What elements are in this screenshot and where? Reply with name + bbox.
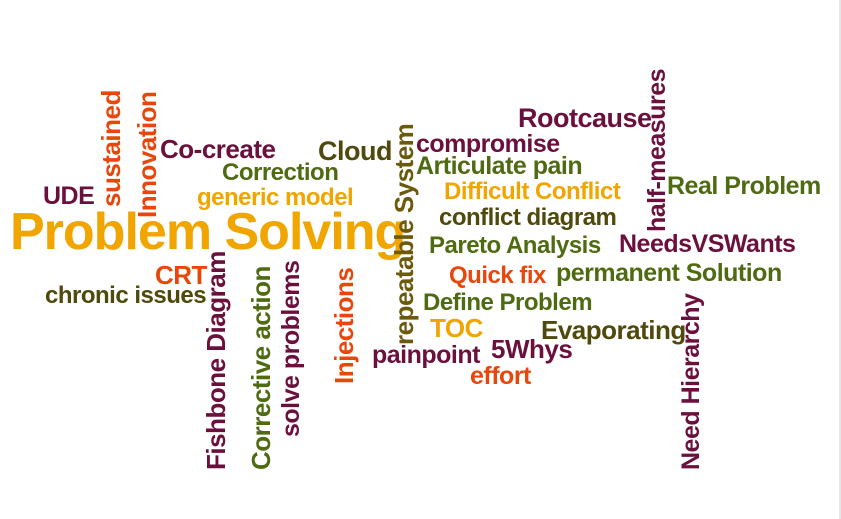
word-innovation: Innovation (132, 91, 162, 218)
word-generic-model: generic model (197, 184, 354, 211)
word-toc: TOC (430, 313, 483, 343)
word-real-problem: Real Problem (667, 172, 821, 200)
word-problem-solving: Problem Solving (10, 203, 406, 261)
word-articulate-pain: Articulate pain (416, 152, 583, 180)
word-correction: Correction (222, 159, 339, 186)
word-conflict-diagram: conflict diagram (439, 204, 617, 231)
word-define-problem: Define Problem (423, 289, 593, 316)
word-rootcause: Rootcause (518, 103, 652, 133)
word-permanent-solution: permanent Solution (556, 259, 782, 287)
word-effort: effort (470, 362, 531, 390)
word-quick-fix: Quick fix (449, 262, 546, 289)
word-ude: UDE (43, 182, 95, 210)
word-sustained: sustained (96, 90, 126, 207)
word-evaporating: Evaporating (541, 315, 686, 345)
word-cloud: Cloud (318, 136, 392, 166)
word-needsvswants: NeedsVSWants (619, 230, 796, 258)
word-co-create: Co-create (160, 134, 276, 164)
word-5whys: 5Whys (491, 334, 573, 364)
word-solve-problems: solve problems (277, 260, 305, 437)
word-fishbone-diagram: Fishbone Diagram (201, 251, 231, 470)
word-half-measures: half-measures (643, 68, 671, 232)
word-repeatable-system: repeatable System (389, 123, 419, 345)
word-compromise: compromise (416, 130, 560, 158)
word-crt: CRT (155, 260, 207, 290)
word-chronic-issues: chronic issues (45, 282, 207, 309)
word-painpoint: painpoint (372, 341, 480, 369)
word-corrective-action: Corrective action (246, 266, 276, 470)
word-injections: Injections (329, 267, 359, 384)
word-difficult-conflict: Difficult Conflict (444, 178, 621, 205)
word-need-hierarchy: Need Hierarchy (677, 293, 705, 470)
word-pareto-analysis: Pareto Analysis (429, 232, 601, 259)
